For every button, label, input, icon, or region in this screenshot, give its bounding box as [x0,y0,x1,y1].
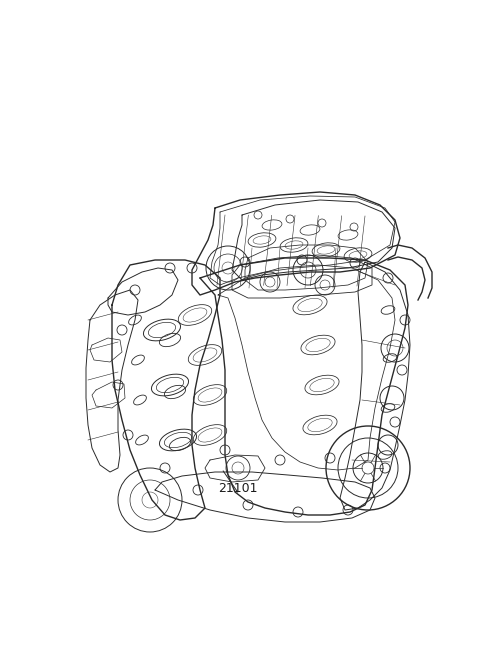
Text: 21101: 21101 [218,482,257,495]
